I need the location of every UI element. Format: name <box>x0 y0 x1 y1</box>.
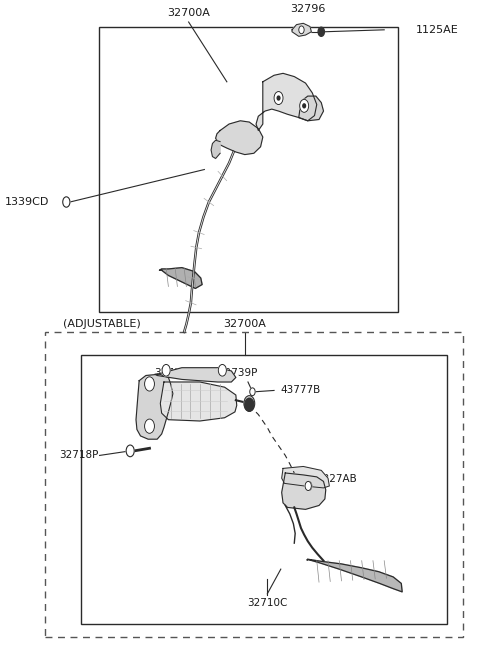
Bar <box>81 355 447 624</box>
Circle shape <box>144 377 155 391</box>
Circle shape <box>144 419 155 434</box>
Circle shape <box>63 196 70 207</box>
Circle shape <box>274 92 283 105</box>
Polygon shape <box>216 121 263 155</box>
Polygon shape <box>299 96 324 121</box>
Text: 1125AE: 1125AE <box>416 25 458 35</box>
Polygon shape <box>160 382 237 421</box>
Text: 43777B: 43777B <box>281 385 321 396</box>
Polygon shape <box>159 268 202 288</box>
Text: 1339CD: 1339CD <box>5 197 49 207</box>
Text: 32739P: 32739P <box>218 368 258 378</box>
Circle shape <box>318 28 324 36</box>
Circle shape <box>303 104 306 108</box>
Polygon shape <box>307 559 402 592</box>
Text: 32700A: 32700A <box>223 319 266 329</box>
Circle shape <box>277 96 280 100</box>
Polygon shape <box>155 367 236 382</box>
Circle shape <box>244 396 255 411</box>
Circle shape <box>162 364 170 376</box>
Text: 32718P: 32718P <box>60 451 99 460</box>
Polygon shape <box>282 473 326 510</box>
Polygon shape <box>292 24 312 36</box>
Circle shape <box>245 398 254 411</box>
Text: 32710C: 32710C <box>247 599 288 608</box>
Polygon shape <box>282 466 329 488</box>
Circle shape <box>305 481 312 491</box>
Text: 1327AB: 1327AB <box>317 474 358 485</box>
Circle shape <box>299 26 304 33</box>
Text: (ADJUSTABLE): (ADJUSTABLE) <box>63 319 141 329</box>
Polygon shape <box>136 374 173 440</box>
Circle shape <box>126 445 134 457</box>
Text: 32796: 32796 <box>290 3 325 14</box>
Circle shape <box>218 364 227 376</box>
Bar <box>99 27 398 312</box>
Circle shape <box>300 100 309 113</box>
Text: 32711: 32711 <box>154 368 187 378</box>
Polygon shape <box>256 73 317 130</box>
Circle shape <box>306 481 312 491</box>
Bar <box>45 332 463 637</box>
Text: 32700A: 32700A <box>167 8 210 18</box>
Circle shape <box>250 388 255 396</box>
Polygon shape <box>211 140 220 159</box>
